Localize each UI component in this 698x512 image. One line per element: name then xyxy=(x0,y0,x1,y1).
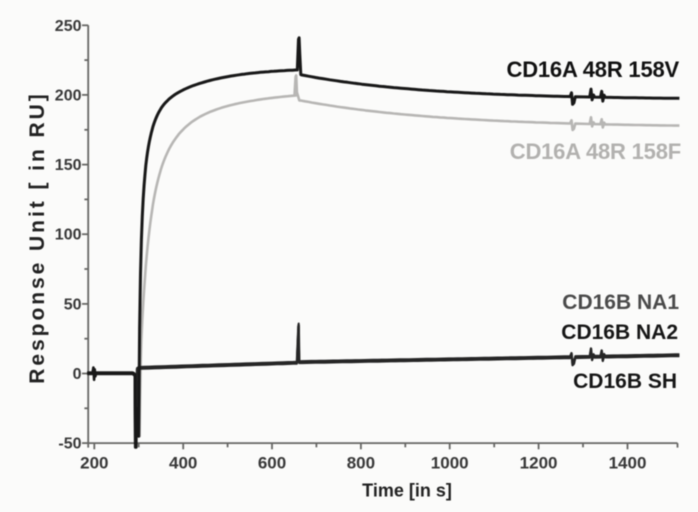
svg-text:CD16A 48R 158V: CD16A 48R 158V xyxy=(507,57,680,82)
svg-text:50: 50 xyxy=(64,296,82,313)
svg-text:150: 150 xyxy=(55,157,82,174)
svg-text:400: 400 xyxy=(169,454,197,473)
svg-text:Response Unit [ in RU]: Response Unit [ in RU] xyxy=(26,91,49,383)
svg-text:0: 0 xyxy=(73,366,82,383)
svg-text:200: 200 xyxy=(80,454,108,473)
svg-text:1200: 1200 xyxy=(520,454,558,473)
svg-text:800: 800 xyxy=(347,454,375,473)
svg-text:CD16B NA2: CD16B NA2 xyxy=(561,321,678,344)
svg-text:CD16B NA1: CD16B NA1 xyxy=(562,291,679,314)
svg-text:1000: 1000 xyxy=(431,454,469,473)
svg-text:1400: 1400 xyxy=(609,454,647,473)
svg-text:-50: -50 xyxy=(58,436,81,453)
svg-text:600: 600 xyxy=(258,454,286,473)
svg-text:CD16B SH: CD16B SH xyxy=(573,370,677,393)
svg-text:Time [in s]: Time [in s] xyxy=(362,481,452,501)
svg-text:CD16A 48R 158F: CD16A 48R 158F xyxy=(510,139,681,164)
svg-text:250: 250 xyxy=(55,18,82,35)
svg-text:100: 100 xyxy=(55,227,82,244)
svg-text:200: 200 xyxy=(55,87,82,104)
